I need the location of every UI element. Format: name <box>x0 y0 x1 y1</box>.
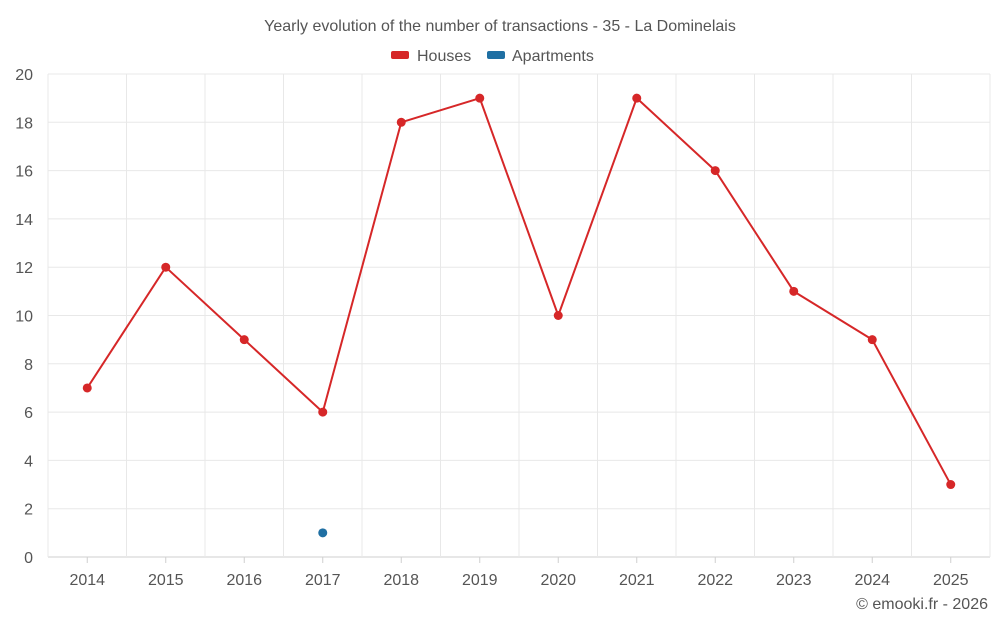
x-tick-label: 2023 <box>776 572 812 589</box>
x-tick-label: 2015 <box>148 572 184 589</box>
y-tick-label: 20 <box>15 67 33 84</box>
legend-label-houses: Houses <box>417 48 471 65</box>
chart-title: Yearly evolution of the number of transa… <box>264 18 736 35</box>
x-axis: 2014 2015 2016 2017 2018 2019 2020 2021 2022 2023… <box>69 557 969 589</box>
data-point-houses-2016[interactable] <box>239 335 249 345</box>
y-tick-label: 4 <box>24 453 33 470</box>
legend: Houses Apartments <box>391 48 594 65</box>
data-point-houses-2021[interactable] <box>632 93 642 103</box>
y-tick-label: 12 <box>15 260 33 277</box>
data-point-apartments-2017[interactable] <box>318 528 328 538</box>
legend-swatch-houses <box>391 51 409 59</box>
x-tick-label: 2020 <box>540 572 576 589</box>
data-point-houses-2019[interactable] <box>475 93 485 103</box>
series-layer <box>82 93 956 538</box>
x-tick-label: 2025 <box>933 572 969 589</box>
data-point-houses-2014[interactable] <box>82 383 92 393</box>
data-point-houses-2017[interactable] <box>318 407 328 417</box>
legend-item-apartments[interactable]: Apartments <box>487 48 594 65</box>
y-tick-label: 0 <box>24 550 33 567</box>
x-tick-label: 2024 <box>854 572 890 589</box>
data-point-houses-2020[interactable] <box>553 311 563 320</box>
data-point-houses-2018[interactable] <box>396 117 406 127</box>
y-tick-label: 6 <box>24 405 33 422</box>
x-tick-label: 2021 <box>619 572 655 589</box>
x-tick-label: 2017 <box>305 572 341 589</box>
credit: © emooki.fr - 2026 <box>856 596 988 613</box>
x-tick-label: 2014 <box>69 572 105 589</box>
y-tick-label: 10 <box>15 309 33 326</box>
y-tick-label: 16 <box>15 164 33 181</box>
y-tick-label: 2 <box>24 502 33 519</box>
x-tick-label: 2019 <box>462 572 498 589</box>
x-tick-label: 2016 <box>226 572 262 589</box>
data-point-houses-2022[interactable] <box>710 166 720 176</box>
legend-item-houses[interactable]: Houses <box>391 48 471 65</box>
grid <box>47 73 991 558</box>
legend-swatch-apartments <box>487 51 505 59</box>
legend-label-apartments: Apartments <box>512 48 594 65</box>
data-point-houses-2023[interactable] <box>789 286 799 296</box>
y-axis: 0 2 4 6 8 10 12 14 16 18 20 <box>15 67 33 567</box>
data-point-houses-2015[interactable] <box>161 262 171 272</box>
y-tick-label: 18 <box>15 115 33 132</box>
y-tick-label: 8 <box>24 357 33 374</box>
y-tick-label: 14 <box>15 212 33 229</box>
data-point-houses-2025[interactable] <box>946 480 956 490</box>
x-tick-label: 2022 <box>697 572 733 589</box>
series-line-houses <box>86 97 952 486</box>
x-tick-label: 2018 <box>383 572 419 589</box>
data-point-houses-2024[interactable] <box>867 335 877 345</box>
